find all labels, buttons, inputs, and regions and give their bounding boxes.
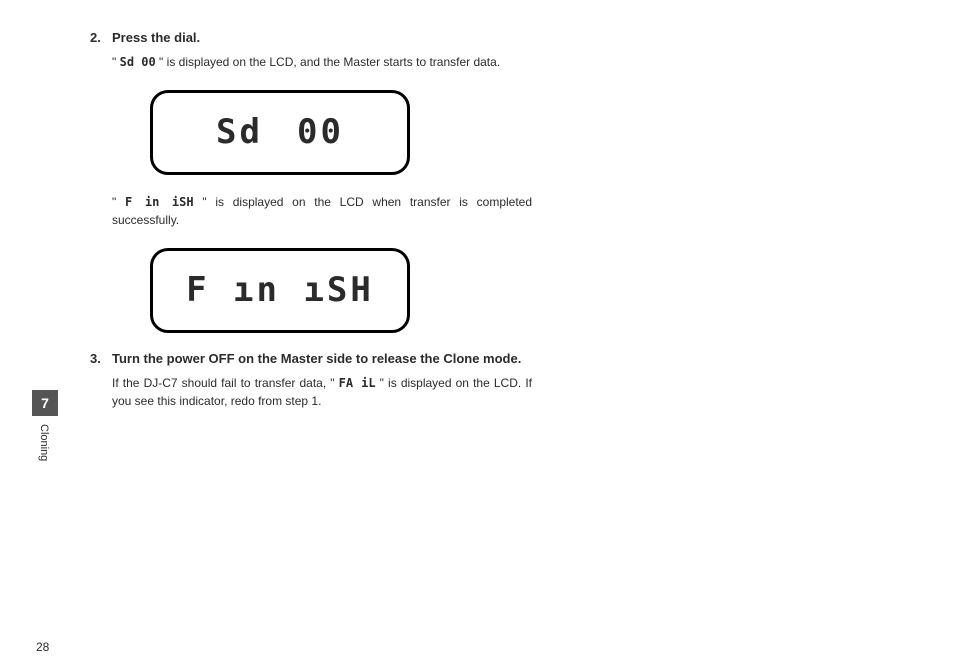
lcd-inline-text: FA iL	[339, 376, 376, 390]
lcd1-left: Sd	[216, 112, 263, 152]
step-2-title: Press the dial.	[112, 30, 200, 45]
lcd-display-1-wrap: Sd 00	[150, 90, 864, 175]
lcd-display-1: Sd 00	[150, 90, 410, 175]
lcd-display-2: F ın ıSH	[150, 248, 410, 333]
lcd-inline-text: F in iSH	[125, 195, 194, 209]
chapter-tab: 7 Cloning	[32, 390, 58, 461]
text-fragment: If the DJ-C7 should fail to transfer dat…	[112, 376, 339, 390]
step-2-header: 2. Press the dial.	[90, 30, 864, 45]
step-2-body-1: " Sd 00 " is displayed on the LCD, and t…	[112, 53, 532, 72]
lcd-inline-text: Sd 00	[120, 55, 156, 69]
step-3-header: 3. Turn the power OFF on the Master side…	[90, 351, 864, 366]
step-3-title: Turn the power OFF on the Master side to…	[112, 351, 521, 366]
text-fragment: " is displayed on the LCD, and the Maste…	[156, 55, 500, 69]
text-fragment: "	[112, 195, 125, 209]
step-3-body: If the DJ-C7 should fail to transfer dat…	[112, 374, 532, 411]
chapter-number: 7	[32, 390, 58, 416]
page-number: 28	[36, 640, 49, 654]
lcd2-text: F ın ıSH	[186, 270, 374, 310]
step-2-body-2: " F in iSH " is displayed on the LCD whe…	[112, 193, 532, 230]
lcd1-right: 00	[297, 112, 344, 152]
step-3-number: 3.	[90, 351, 112, 366]
lcd-display-2-wrap: F ın ıSH	[150, 248, 864, 333]
text-fragment: "	[112, 55, 120, 69]
chapter-label: Cloning	[38, 416, 50, 461]
manual-page: 2. Press the dial. " Sd 00 " is displaye…	[0, 0, 954, 672]
step-2-number: 2.	[90, 30, 112, 45]
